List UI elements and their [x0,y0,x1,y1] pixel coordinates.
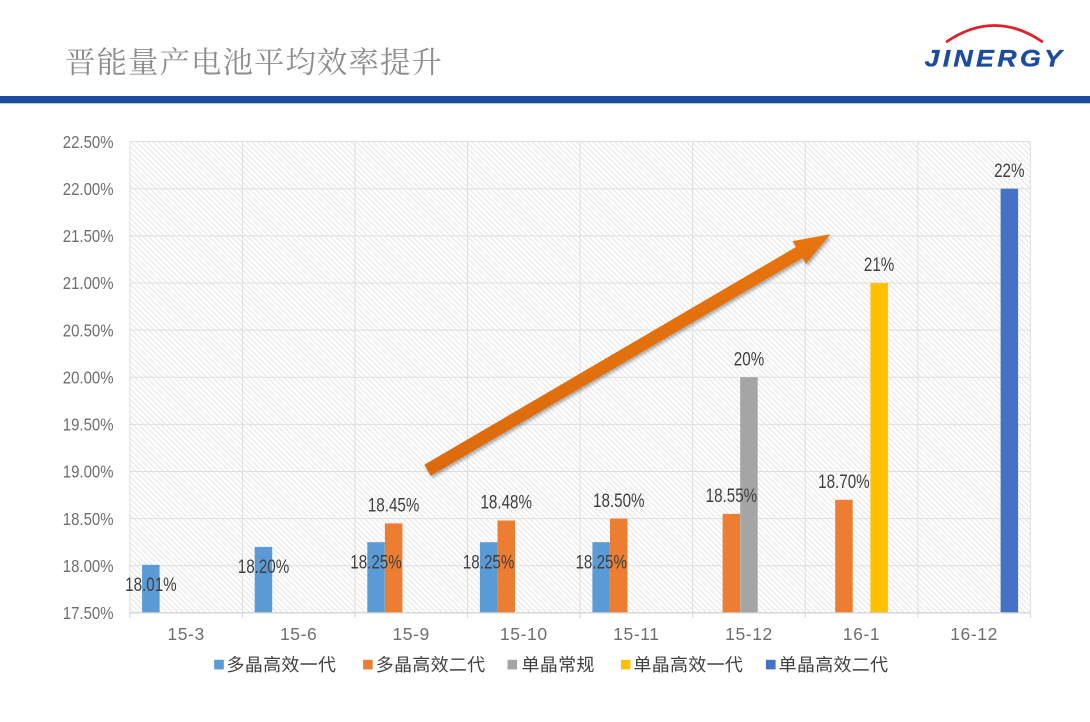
svg-text:18.50%: 18.50% [63,510,114,529]
svg-text:18.70%: 18.70% [818,470,870,492]
svg-text:18.25%: 18.25% [350,551,402,573]
svg-text:22.00%: 22.00% [63,180,114,199]
svg-text:18.55%: 18.55% [706,484,758,506]
svg-text:18.20%: 18.20% [238,555,290,577]
svg-text:21.00%: 21.00% [63,274,114,293]
svg-text:18.48%: 18.48% [480,491,532,513]
svg-text:18.45%: 18.45% [368,494,420,516]
svg-text:21.50%: 21.50% [63,227,114,246]
svg-text:19.50%: 19.50% [63,416,114,435]
svg-text:15-6: 15-6 [280,624,317,644]
svg-text:16-1: 16-1 [843,624,880,644]
svg-text:18.25%: 18.25% [575,551,627,573]
svg-text:21%: 21% [864,254,894,276]
svg-text:15-9: 15-9 [392,624,429,644]
svg-text:JINERGY: JINERGY [925,46,1066,72]
svg-text:15-12: 15-12 [725,624,773,644]
svg-text:16-12: 16-12 [950,624,998,644]
svg-text:18.50%: 18.50% [593,489,645,511]
svg-text:18.00%: 18.00% [63,557,114,576]
svg-text:22%: 22% [994,159,1024,181]
svg-text:19.00%: 19.00% [63,463,114,482]
svg-text:20%: 20% [734,348,764,370]
svg-text:22.50%: 22.50% [63,133,114,152]
svg-text:20.00%: 20.00% [63,368,114,387]
svg-text:18.01%: 18.01% [125,573,177,595]
svg-text:15-10: 15-10 [500,624,548,644]
svg-text:18.25%: 18.25% [463,551,515,573]
svg-text:17.50%: 17.50% [63,604,114,623]
svg-text:15-3: 15-3 [167,624,204,644]
svg-text:20.50%: 20.50% [63,321,114,340]
svg-text:15-11: 15-11 [613,624,659,644]
